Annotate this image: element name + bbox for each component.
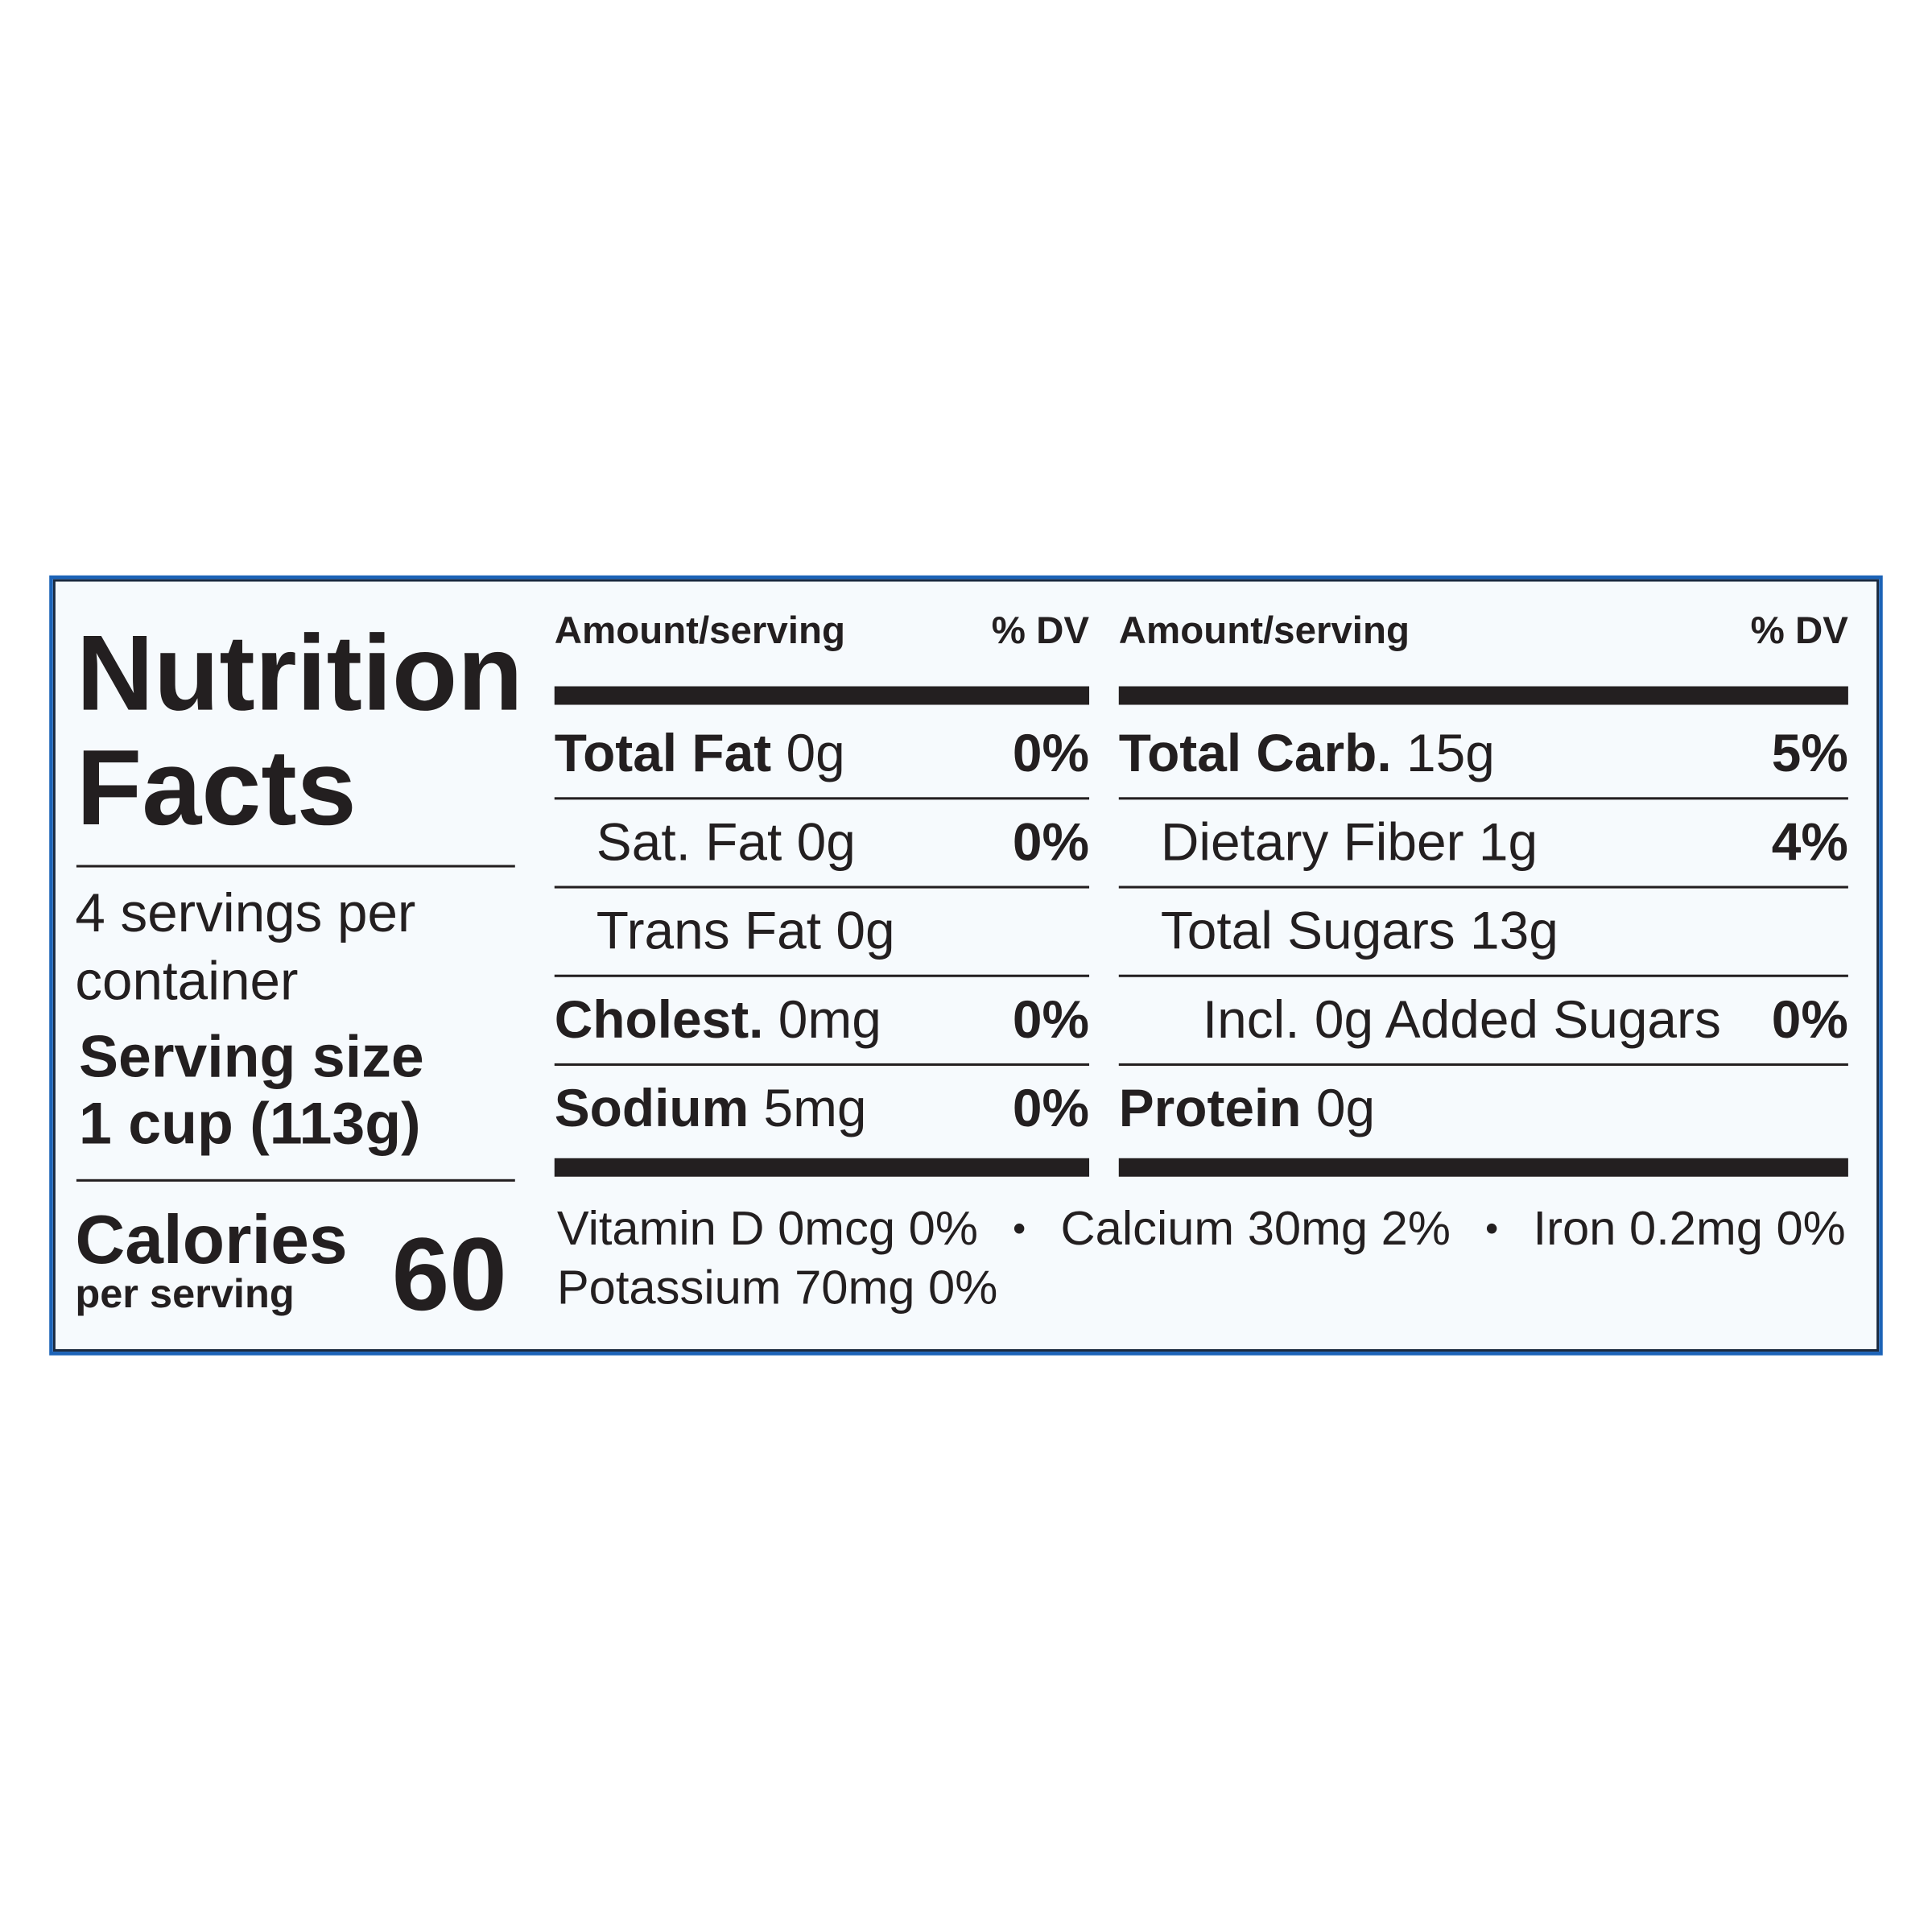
- serving-size-label: Serving size: [78, 1025, 424, 1091]
- nutrient-row: Incl. 0g Added Sugars 0%: [1118, 977, 1848, 1066]
- label-border: [49, 575, 1883, 1356]
- nutrient-amount: 0g: [1315, 1079, 1376, 1138]
- calories-sublabel: per serving: [75, 1270, 295, 1316]
- vitamin: Iron 0.2mg 0%: [1533, 1202, 1846, 1256]
- thick-rule: [1118, 686, 1848, 705]
- nutrient-row: Trans Fat 0g: [554, 889, 1090, 977]
- bullet: •: [1485, 1208, 1499, 1250]
- nutrient-row: Protein 0g: [1119, 1066, 1848, 1152]
- nutrient-amount: 5mg: [763, 1079, 867, 1138]
- column-header: Amount/serving % DV: [1119, 609, 1848, 653]
- nutrient-row: Dietary Fiber 1g 4%: [1118, 799, 1848, 889]
- title: Nutrition Facts: [76, 613, 523, 848]
- vitamin: Potassium 70mg 0%: [556, 1261, 998, 1315]
- rule: [76, 1179, 515, 1182]
- nutrient-name: Protein: [1118, 1079, 1302, 1138]
- header-dv: % DV: [1750, 609, 1848, 652]
- nutrient-name: Sodium: [554, 1079, 749, 1138]
- column-header: Amount/serving % DV: [555, 609, 1089, 653]
- bullet: •: [1013, 1208, 1026, 1250]
- nutrient-name: Total Fat: [554, 724, 772, 783]
- nutrient-dv: 0%: [1012, 1079, 1090, 1138]
- vitamins-line: Vitamin D 0mcg 0% • Calcium 30mg 2% • Iron 0…: [557, 1203, 1846, 1257]
- thick-rule: [554, 1158, 1090, 1177]
- nutrient-row: Total Fat 0g 0%: [554, 711, 1090, 800]
- nutrient-row: Total Sugars 13g: [1118, 889, 1848, 977]
- nutrient-name: Cholest.: [554, 989, 764, 1050]
- nutrient-dv: 0%: [1012, 989, 1090, 1050]
- nutrient-amount: 1g: [1478, 812, 1538, 872]
- nutrient-dv: 0%: [1771, 989, 1848, 1050]
- header-amount: Amount/serving: [554, 609, 845, 652]
- nutrient-row: Total Carb. 15g 5%: [1118, 711, 1848, 800]
- nutrient-name: Total Sugars: [1160, 901, 1455, 961]
- nutrient-amount: 15g: [1406, 724, 1495, 783]
- header-dv: % DV: [991, 609, 1090, 652]
- vitamins-line: Potassium 70mg 0%: [557, 1261, 997, 1315]
- nutrient-rows: Total Fat 0g 0% Sat. Fat 0g 0% Trans Fat 0g Chol…: [554, 711, 1090, 1152]
- nutrient-dv: 4%: [1771, 812, 1848, 872]
- nutrient-row: Cholest. 0mg 0%: [554, 977, 1090, 1066]
- nutrient-rows: Total Carb. 15g 5% Dietary Fiber 1g 4% Total S…: [1118, 711, 1848, 1152]
- nutrient-name: Total Carb.: [1118, 724, 1392, 783]
- nutrient-amount: 0g: [836, 901, 895, 961]
- nutrient-row: Sat. Fat 0g 0%: [554, 799, 1090, 889]
- calories-label: Calories: [75, 1199, 348, 1278]
- nutrient-dv: 0%: [1012, 724, 1090, 783]
- nutrient-name: Sat. Fat: [596, 812, 782, 872]
- servings: 4 servings per container: [75, 883, 416, 1012]
- thick-rule: [1118, 1158, 1848, 1177]
- thick-rule: [554, 686, 1090, 705]
- nutrient-dv: 0%: [1012, 812, 1090, 872]
- nutrient-name: Dietary Fiber: [1160, 812, 1464, 872]
- vitamin: Vitamin D 0mcg 0%: [556, 1202, 978, 1256]
- nutrient-amount: 0g: [786, 724, 845, 783]
- rule: [76, 865, 515, 868]
- nutrient-amount: 0g: [796, 812, 856, 872]
- nutrient-name: Incl. 0g Added Sugars: [1202, 989, 1721, 1050]
- nutrient-amount: 0mg: [778, 989, 881, 1050]
- vitamin: Calcium 30mg 2%: [1060, 1202, 1451, 1256]
- nutrient-dv: 5%: [1771, 724, 1848, 783]
- calories-value: 60: [391, 1216, 507, 1332]
- serving-size: 1 cup (113g): [78, 1092, 421, 1158]
- nutrient-amount: 13g: [1470, 901, 1558, 961]
- nutrient-row: Sodium 5mg 0%: [555, 1066, 1089, 1152]
- header-amount: Amount/serving: [1118, 609, 1410, 652]
- nutrient-name: Trans Fat: [596, 901, 822, 961]
